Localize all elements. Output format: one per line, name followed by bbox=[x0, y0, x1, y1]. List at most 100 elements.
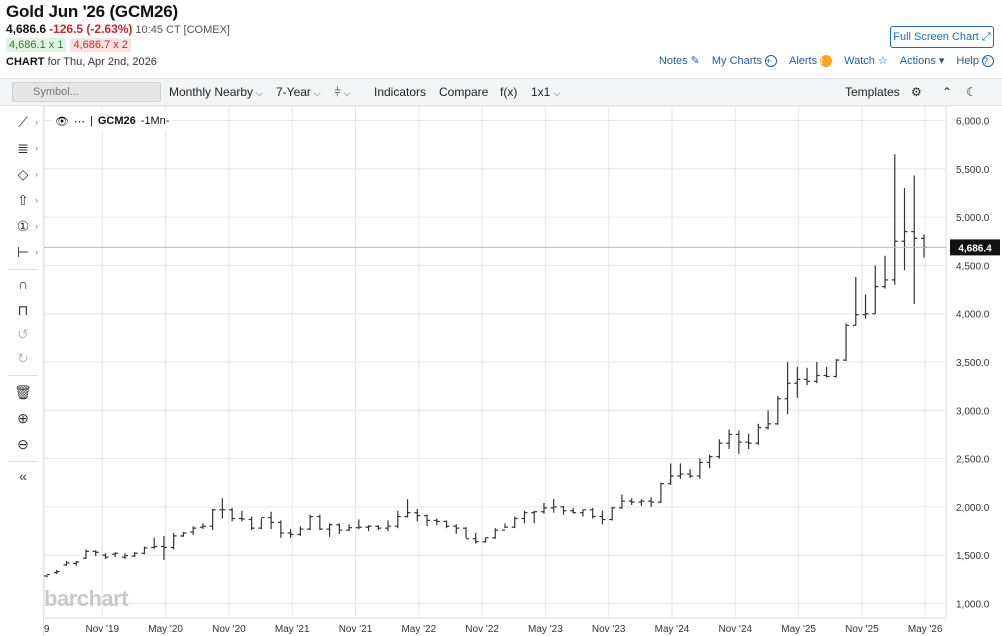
x-tick-label: Nov '20 bbox=[212, 624, 246, 635]
x-tick-label: May '24 bbox=[655, 624, 690, 635]
ohlc-bar bbox=[765, 410, 772, 430]
period-label: Monthly Nearby bbox=[169, 85, 254, 99]
x-tick-label: May '25 bbox=[781, 624, 816, 635]
dark-mode-moon-icon[interactable]: ☾ bbox=[966, 85, 977, 99]
quote-time: 10:45 CT [COMEX] bbox=[135, 24, 230, 36]
top-links: Notes ✎ My Charts + Alerts! Watch ☆ Actions… bbox=[659, 54, 994, 67]
ohlc-bar bbox=[443, 520, 450, 529]
actions-label: Actions bbox=[899, 54, 936, 67]
y-tick-label: 1,500.0 bbox=[956, 551, 990, 562]
last-price: 4,686.6 bbox=[6, 22, 47, 36]
ohlc-bar bbox=[657, 482, 664, 504]
divider bbox=[8, 269, 38, 270]
ohlc-bar bbox=[628, 498, 635, 505]
arrow-tool-icon[interactable]: ⇧ › bbox=[17, 192, 38, 208]
notes-label: Notes bbox=[658, 54, 688, 67]
ohlc-bar bbox=[92, 550, 99, 557]
magnet-icon[interactable]: ∩ bbox=[17, 276, 29, 292]
full-screen-label: Full Screen Chart bbox=[893, 31, 979, 43]
shapes-tool-icon[interactable]: ◇ › bbox=[17, 166, 38, 182]
trash-icon[interactable]: 🗑 bbox=[14, 384, 32, 400]
ohlc-bar bbox=[667, 463, 674, 485]
measure-tool-icon[interactable]: ⊢ › bbox=[16, 244, 38, 260]
ohlc-bar bbox=[560, 505, 567, 515]
compare-button[interactable]: Compare bbox=[439, 85, 489, 99]
ohlc-bar bbox=[102, 553, 109, 560]
ohlc-bar bbox=[248, 516, 255, 531]
ohlc-bar bbox=[307, 514, 314, 531]
more-options-icon[interactable]: ⋯ bbox=[73, 115, 85, 128]
zoom-out-icon[interactable]: ⊖ bbox=[17, 436, 29, 452]
notes-link[interactable]: Notes ✎ bbox=[658, 54, 700, 68]
ohlc-bar bbox=[472, 532, 479, 544]
legend-divider: | bbox=[89, 115, 93, 127]
x-tick-label: Nov '19 bbox=[86, 624, 120, 635]
barchart-watermark: barchart bbox=[44, 586, 129, 611]
chevron-down-icon: ⌵ bbox=[553, 88, 561, 98]
x-tick-label: Nov '22 bbox=[465, 624, 499, 635]
ohlc-bar bbox=[843, 323, 850, 362]
ohlc-bar bbox=[404, 499, 411, 518]
y-tick-label: 3,000.0 bbox=[956, 406, 990, 417]
x-tick-label: May '22 bbox=[401, 624, 436, 635]
x-tick-label: Nov '21 bbox=[339, 624, 373, 635]
x-tick-label: May '26 bbox=[908, 624, 943, 635]
zoom-in-icon[interactable]: ⊕ bbox=[17, 410, 29, 426]
ohlc-bar bbox=[121, 553, 128, 560]
chart-date-label: CHART for Thu, Apr 2nd, 2026 bbox=[6, 56, 157, 68]
layout-dropdown[interactable]: 1x1 ⌵ bbox=[531, 85, 560, 99]
my-charts-link[interactable]: My Charts + bbox=[711, 54, 777, 67]
ohlc-bar bbox=[463, 527, 470, 540]
eye-icon[interactable]: 👁 bbox=[55, 115, 69, 128]
settings-gear-icon[interactable]: ⚙ bbox=[911, 85, 922, 99]
quote-line: 4,686.6 -126.5 (-2.63%) 10:45 CT [COMEX] bbox=[6, 22, 230, 36]
price-chart[interactable]: 1,000.0 1,500.0 2,000.0 2,500.0 3,000.0 3,500… bbox=[44, 106, 1002, 636]
ohlc-bar bbox=[268, 511, 275, 530]
ohlc-bar bbox=[648, 497, 655, 507]
ohlc-bar bbox=[687, 469, 694, 478]
annotation-tool-icon[interactable]: ① › bbox=[16, 218, 38, 234]
ohlc-bar bbox=[365, 525, 372, 532]
ohlc-bar bbox=[170, 532, 177, 550]
watch-link[interactable]: Watch ☆ bbox=[844, 54, 888, 68]
ohlc-bar bbox=[618, 494, 625, 509]
ohlc-bar bbox=[492, 528, 499, 539]
ohlc-bar bbox=[287, 529, 294, 538]
undo-icon[interactable]: ↺ bbox=[17, 326, 29, 342]
collapse-sidebar-icon[interactable]: « bbox=[19, 468, 27, 484]
help-link[interactable]: Help? bbox=[956, 54, 994, 67]
ohlc-bar bbox=[677, 463, 684, 479]
ohlc-bar bbox=[336, 523, 343, 534]
templates-button[interactable]: Templates bbox=[845, 85, 900, 99]
ohlc-bar bbox=[424, 514, 431, 527]
y-tick-label: 1,000.0 bbox=[956, 600, 990, 611]
chart-header: Gold Jun '26 (GCM26) 4,686.6 -126.5 (-2.6… bbox=[0, 0, 1002, 78]
ohlc-bar bbox=[706, 454, 713, 469]
unlock-icon[interactable]: ⊓ bbox=[17, 302, 29, 318]
actions-menu[interactable]: Actions ▾ bbox=[899, 54, 945, 68]
my-charts-label: My Charts bbox=[711, 54, 762, 67]
period-dropdown[interactable]: Monthly Nearby ⌵ bbox=[169, 85, 263, 99]
ohlc-bar bbox=[385, 520, 392, 532]
symbol-search-input[interactable] bbox=[12, 82, 161, 102]
ohlc-bar bbox=[550, 499, 557, 513]
bar-type-dropdown[interactable]: ⫩ ⌵ bbox=[334, 85, 351, 100]
collapse-up-icon[interactable]: ⌃ bbox=[942, 85, 953, 99]
watch-label: Watch bbox=[844, 54, 875, 67]
ohlc-bar bbox=[482, 537, 489, 543]
fx-button[interactable]: f(x) bbox=[500, 85, 518, 99]
ohlc-bar bbox=[355, 519, 362, 530]
trendline-tool-icon[interactable]: ⟋ › bbox=[18, 114, 38, 130]
indicators-button[interactable]: Indicators bbox=[374, 85, 427, 99]
fibonacci-tool-icon[interactable]: ≣ › bbox=[17, 140, 38, 156]
ohlc-bar bbox=[238, 510, 245, 522]
redo-icon[interactable]: ↻ bbox=[17, 350, 29, 366]
ohlc-bar bbox=[44, 573, 50, 578]
full-screen-chart-button[interactable]: Full Screen Chart ⤢ bbox=[890, 26, 994, 48]
x-tick-label: May '20 bbox=[148, 624, 183, 635]
alerts-link[interactable]: Alerts! bbox=[789, 54, 833, 67]
y-tick-label: 6,000.0 bbox=[956, 116, 990, 127]
range-dropdown[interactable]: 7-Year ⌵ bbox=[276, 85, 321, 99]
y-tick-label: 5,000.0 bbox=[956, 213, 990, 224]
x-tick-label: Nov '24 bbox=[719, 624, 753, 635]
